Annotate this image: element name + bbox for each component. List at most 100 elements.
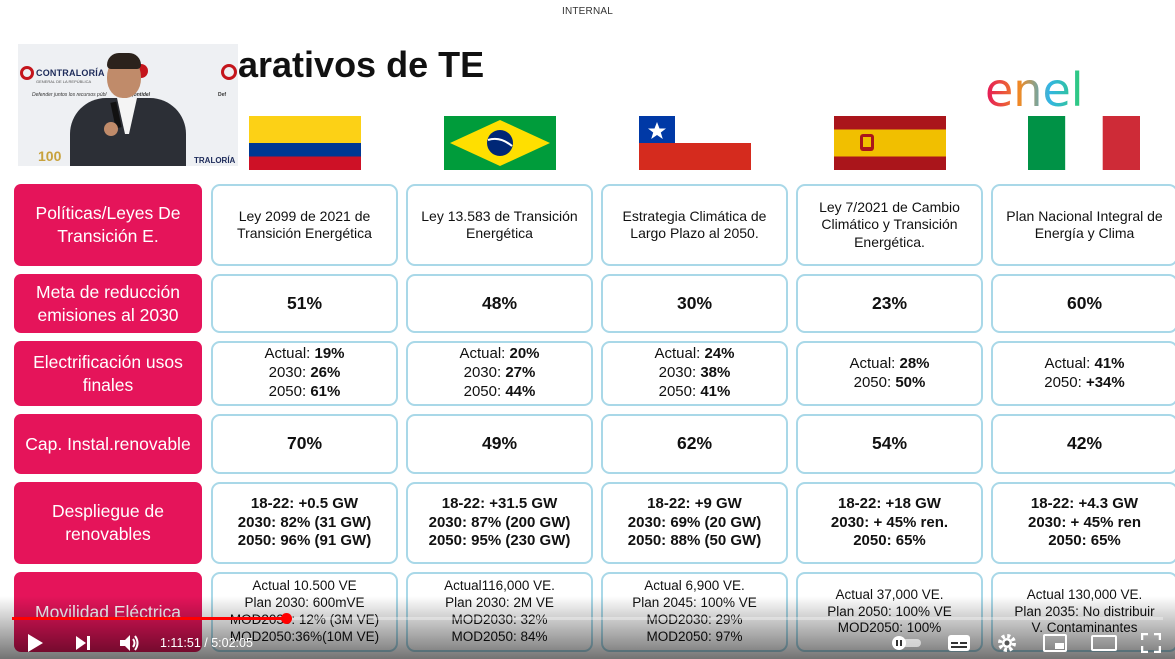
cell-capacity-brazil: 49%: [406, 414, 593, 474]
volume-button[interactable]: [116, 630, 144, 656]
autoplay-toggle[interactable]: [890, 630, 924, 656]
electrification-value: +34%: [1085, 373, 1125, 391]
org-name: CONTRALORÍA: [36, 68, 105, 78]
cell-policies-spain: Ley 7/2021 de Cambio Climático y Transic…: [796, 184, 983, 266]
cell-policies-chile: Estrategia Climática de Largo Plazo al 2…: [601, 184, 788, 266]
electrification-value: 26%: [310, 364, 341, 382]
electrification-label: 2030:: [268, 364, 311, 382]
fullscreen-icon: [1141, 633, 1161, 653]
electrification-label: Actual:: [654, 345, 705, 363]
electrification-label: Actual:: [1044, 354, 1095, 372]
electrification-label: 2030:: [658, 364, 701, 382]
subtitles-icon: [948, 635, 970, 651]
enel-logo-text: enel: [985, 68, 1084, 117]
backdrop-motto-left: Defender juntos los recursos públ: [32, 92, 107, 98]
colombia-flag-icon: [249, 116, 361, 170]
row-label-renewables-deployment: Despliegue de renovables: [14, 482, 202, 564]
electrification-label: 2050:: [1044, 373, 1086, 391]
subtitles-button[interactable]: [946, 630, 972, 656]
electrification-value: 24%: [704, 345, 735, 363]
electrification-value: 19%: [314, 345, 345, 363]
contraloria-logo-right-icon: [221, 64, 237, 80]
electrification-label: Actual:: [459, 345, 510, 363]
electrification-value: 50%: [895, 373, 926, 391]
electrification-value: 38%: [700, 364, 731, 382]
cell-deployment-brazil: 18-22: +31.5 GW 2030: 87% (200 GW) 2050:…: [406, 482, 593, 564]
time-display: 1:11:51 / 5:02:05: [160, 636, 253, 650]
electrification-value: 27%: [505, 364, 536, 382]
electrification-value: 28%: [899, 354, 930, 372]
cell-electrification-spain: Actual: 28% 2050: 50%: [796, 341, 983, 406]
miniplayer-icon: [1043, 634, 1067, 652]
cell-capacity-colombia: 70%: [211, 414, 398, 474]
time-separator: /: [200, 636, 212, 650]
gear-icon: [998, 634, 1016, 652]
electrification-label: 2030:: [463, 364, 506, 382]
electrification-label: Actual:: [849, 354, 900, 372]
electrification-label: 2050:: [463, 382, 506, 400]
cell-policies-colombia: Ley 2099 de 2021 de Transición Energétic…: [211, 184, 398, 266]
electrification-value: 41%: [700, 382, 731, 400]
cell-emissions-brazil: 48%: [406, 274, 593, 333]
electrification-value: 44%: [505, 382, 536, 400]
row-label-electrification: Electrificación usos finales: [14, 341, 202, 406]
org-name-bottom: TRALORÍA: [194, 156, 236, 165]
spain-flag-icon: [834, 116, 946, 170]
cell-capacity-chile: 62%: [601, 414, 788, 474]
electrification-label: 2050:: [658, 382, 701, 400]
autoplay-toggle-icon: [892, 636, 921, 650]
classification-banner: INTERNAL: [561, 6, 614, 17]
cell-emissions-chile: 30%: [601, 274, 788, 333]
cell-electrification-brazil: Actual: 20% 2030: 27% 2050: 44%: [406, 341, 593, 406]
theater-button[interactable]: [1090, 630, 1118, 656]
cell-policies-brazil: Ley 13.583 de Transición Energética: [406, 184, 593, 266]
volume-icon: [120, 635, 139, 651]
player-controls: [0, 596, 1175, 659]
cell-deployment-spain: 18-22: +18 GW 2030: + 45% ren. 2050: 65%: [796, 482, 983, 564]
progress-scrubber[interactable]: [281, 613, 292, 624]
cell-capacity-italy: 42%: [991, 414, 1175, 474]
next-icon: [76, 636, 90, 650]
speaker-hand: [104, 122, 118, 136]
org-subtitle: GENERAL DE LA REPÚBLICA: [36, 79, 92, 84]
next-button[interactable]: [70, 630, 96, 656]
electrification-label: 2050:: [853, 373, 896, 391]
cell-emissions-spain: 23%: [796, 274, 983, 333]
cell-deployment-chile: 18-22: +9 GW 2030: 69% (20 GW) 2050: 88%…: [601, 482, 788, 564]
chile-flag-icon: [639, 116, 751, 170]
brazil-flag-icon: [444, 116, 556, 170]
row-label-emissions-target: Meta de reducción emisiones al 2030: [14, 274, 202, 333]
current-time: 1:11:51: [160, 636, 201, 650]
miniplayer-button[interactable]: [1042, 630, 1068, 656]
play-button[interactable]: [22, 630, 48, 656]
fullscreen-button[interactable]: [1138, 630, 1164, 656]
contraloria-logo-icon: [20, 66, 34, 80]
backdrop-motto-mid: ¡ontidel: [132, 92, 151, 98]
electrification-value: 61%: [310, 382, 341, 400]
cell-policies-italy: Plan Nacional Integral de Energía y Clim…: [991, 184, 1175, 266]
duration: 5:02:05: [211, 636, 253, 650]
enel-logo: enel: [985, 68, 1084, 117]
progress-played: [12, 617, 286, 620]
backdrop-motto-right: Def: [218, 92, 227, 98]
row-label-renewable-capacity: Cap. Instal.renovable: [14, 414, 202, 474]
cell-deployment-italy: 18-22: +4.3 GW 2030: + 45% ren 2050: 65%: [991, 482, 1175, 564]
settings-button[interactable]: [994, 630, 1020, 656]
anniversary-mark: 100: [38, 148, 62, 164]
electrification-label: Actual:: [264, 345, 315, 363]
electrification-value: 20%: [509, 345, 540, 363]
speaker-hair: [107, 53, 141, 69]
cell-electrification-italy: Actual: 41% 2050: +34%: [991, 341, 1175, 406]
cell-emissions-colombia: 51%: [211, 274, 398, 333]
row-label-policies: Políticas/Leyes De Transición E.: [14, 184, 202, 266]
italy-flag-icon: [1028, 116, 1140, 170]
progress-bar[interactable]: [12, 617, 1163, 620]
play-icon: [28, 634, 43, 652]
slide-title: arativos de TE: [238, 44, 485, 85]
speaker-video-inset: CONTRALORÍA GENERAL DE LA REPÚBLICA Defe…: [18, 44, 238, 166]
cell-electrification-chile: Actual: 24% 2030: 38% 2050: 41%: [601, 341, 788, 406]
cell-emissions-italy: 60%: [991, 274, 1175, 333]
theater-icon: [1091, 635, 1117, 651]
